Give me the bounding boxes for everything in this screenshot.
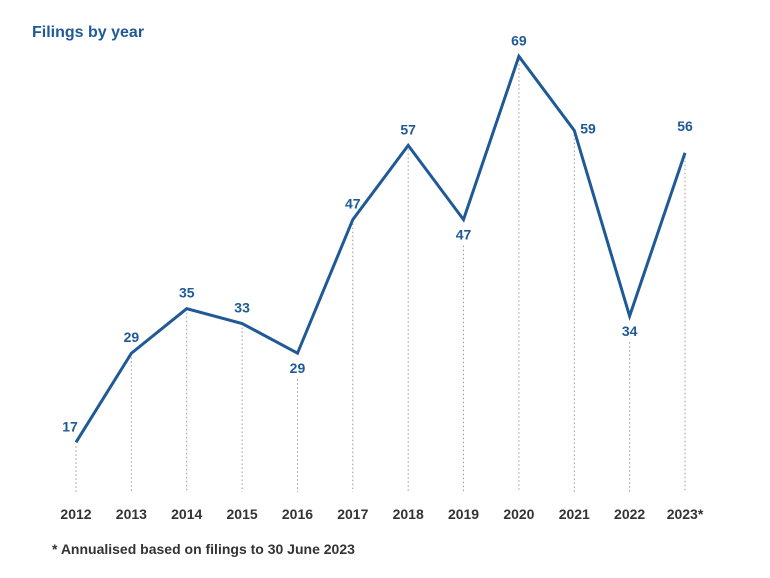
data-label: 34	[622, 323, 638, 339]
x-tick-label: 2019	[448, 506, 479, 522]
data-label: 33	[234, 300, 250, 316]
data-label: 57	[400, 121, 416, 137]
series-line	[74, 53, 687, 444]
data-label: 69	[511, 32, 527, 48]
x-axis-ticks: 2012 2013 2014 2015 2016 2017 2018 2019 2020 2021…	[60, 506, 703, 522]
x-tick-label: 2021	[559, 506, 590, 522]
data-label: 17	[62, 418, 78, 434]
x-tick-label: 2014	[171, 506, 202, 522]
data-label: 35	[179, 285, 195, 301]
footnote: * Annualised based on filings to 30 June…	[52, 541, 355, 557]
x-tick-label: 2020	[503, 506, 534, 522]
data-label: 47	[456, 227, 472, 243]
x-tick-label: 2023*	[667, 506, 704, 522]
x-tick-label: 2012	[60, 506, 91, 522]
data-label: 47	[345, 196, 361, 212]
data-label: 29	[124, 329, 140, 345]
x-tick-label: 2015	[227, 506, 258, 522]
data-label: 29	[290, 360, 306, 376]
data-labels: 17 29 35 33 29 47 57 47 69 59 34 56	[62, 32, 693, 434]
x-tick-label: 2018	[393, 506, 424, 522]
x-tick-label: 2017	[337, 506, 368, 522]
x-tick-label: 2013	[116, 506, 147, 522]
x-tick-label: 2016	[282, 506, 313, 522]
x-tick-label: 2022	[614, 506, 645, 522]
drop-lines	[75, 60, 686, 492]
data-label: 59	[580, 121, 596, 137]
chart-title: Filings by year	[32, 24, 145, 41]
data-label: 56	[677, 118, 693, 134]
